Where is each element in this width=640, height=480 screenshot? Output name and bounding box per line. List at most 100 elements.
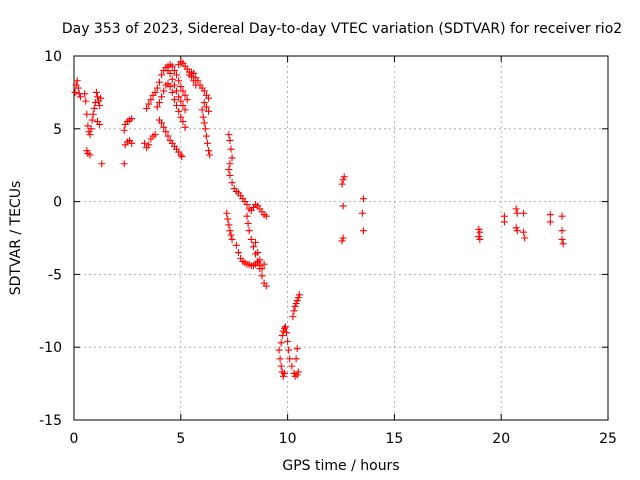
data-point: [181, 91, 189, 99]
data-point: [340, 173, 348, 181]
chart-title: Day 353 of 2023, Sidereal Day-to-day VTE…: [62, 21, 622, 37]
data-point: [475, 233, 483, 241]
data-point: [559, 240, 567, 248]
data-point: [291, 302, 299, 310]
data-point: [286, 355, 294, 363]
data-point: [175, 77, 183, 85]
data-point: [284, 337, 292, 345]
data-point: [520, 209, 528, 217]
data-point: [206, 151, 214, 159]
data-point: [558, 235, 566, 243]
data-point: [155, 78, 163, 86]
data-point: [173, 71, 181, 79]
data-point: [546, 211, 554, 219]
data-point: [160, 87, 168, 95]
data-point: [256, 265, 264, 273]
data-point: [84, 122, 92, 130]
data-point: [244, 219, 252, 227]
data-point: [181, 106, 189, 114]
data-point: [500, 218, 508, 226]
data-point: [278, 332, 286, 340]
data-point: [153, 84, 161, 92]
data-point: [128, 115, 136, 123]
data-point: [290, 307, 298, 315]
data-point: [232, 241, 240, 249]
data-point: [194, 77, 202, 85]
data-point: [91, 99, 99, 107]
data-point: [280, 369, 288, 377]
data-point: [285, 346, 293, 354]
data-point: [339, 234, 347, 242]
data-point: [359, 195, 367, 203]
x-tick-label: 20: [492, 431, 510, 447]
data-point: [120, 160, 128, 168]
data-point: [86, 151, 94, 159]
data-point: [162, 128, 170, 136]
y-tick-label: -5: [48, 267, 62, 283]
data-point: [179, 102, 187, 110]
data-point: [279, 327, 287, 335]
data-point: [177, 113, 185, 121]
x-tick-label: 25: [599, 431, 617, 447]
y-tick-label: -15: [39, 413, 62, 429]
data-point: [89, 110, 97, 118]
data-point: [93, 93, 101, 101]
data-point: [234, 249, 242, 257]
data-point: [281, 323, 289, 331]
data-point: [254, 257, 262, 265]
data-points: [71, 58, 567, 380]
data-point: [200, 119, 208, 127]
data-point: [200, 99, 208, 107]
data-point: [293, 371, 301, 379]
data-point: [227, 145, 235, 153]
data-point: [168, 75, 176, 83]
data-point: [245, 227, 253, 235]
x-tick-label: 5: [176, 431, 185, 447]
data-point: [520, 228, 528, 236]
data-point: [198, 106, 206, 114]
data-point: [226, 227, 234, 235]
data-point: [292, 300, 300, 308]
data-point: [558, 212, 566, 220]
data-point: [88, 116, 96, 124]
data-point: [204, 139, 211, 147]
data-point: [74, 84, 82, 92]
x-tick-label: 10: [279, 431, 297, 447]
data-point: [223, 209, 231, 217]
data-point: [145, 141, 153, 149]
data-point: [175, 93, 183, 101]
data-point: [358, 209, 366, 217]
data-point: [243, 201, 251, 209]
data-point: [224, 215, 232, 223]
data-point: [260, 260, 268, 268]
data-point: [166, 83, 174, 91]
data-point: [158, 71, 166, 79]
data-point: [173, 102, 181, 110]
data-point: [228, 179, 236, 187]
data-point: [177, 151, 185, 159]
data-point: [338, 180, 346, 188]
data-point: [143, 104, 151, 112]
data-point: [178, 152, 186, 160]
data-point: [243, 212, 251, 220]
data-point: [226, 160, 234, 168]
data-point: [183, 96, 191, 104]
data-point: [293, 345, 301, 353]
data-point: [228, 154, 236, 162]
data-point: [277, 362, 285, 370]
data-point: [158, 93, 166, 101]
data-point: [153, 103, 161, 111]
data-point: [513, 227, 521, 235]
data-point: [228, 235, 236, 243]
data-point: [280, 324, 288, 332]
data-point: [170, 81, 178, 89]
data-point: [512, 224, 520, 232]
data-point: [87, 125, 95, 133]
data-point: [128, 139, 136, 147]
data-point: [202, 103, 210, 111]
data-point: [175, 107, 183, 115]
data-point: [512, 205, 520, 213]
data-point: [276, 355, 284, 363]
data-point: [475, 225, 483, 233]
